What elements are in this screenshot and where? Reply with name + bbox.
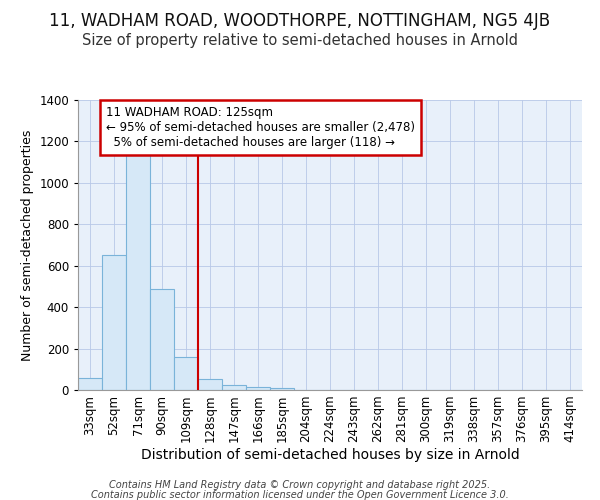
Text: Size of property relative to semi-detached houses in Arnold: Size of property relative to semi-detach…: [82, 32, 518, 48]
Bar: [78, 378, 102, 390]
Bar: [246, 387, 270, 390]
Text: Contains public sector information licensed under the Open Government Licence 3.: Contains public sector information licen…: [91, 490, 509, 500]
Bar: [150, 288, 174, 390]
Bar: [126, 150, 150, 390]
Bar: [102, 256, 126, 390]
Y-axis label: Number of semi-detached properties: Number of semi-detached properties: [20, 130, 34, 360]
Bar: [174, 357, 198, 390]
Text: 11 WADHAM ROAD: 125sqm
← 95% of semi-detached houses are smaller (2,478)
  5% of: 11 WADHAM ROAD: 125sqm ← 95% of semi-det…: [106, 106, 415, 149]
Text: 11, WADHAM ROAD, WOODTHORPE, NOTTINGHAM, NG5 4JB: 11, WADHAM ROAD, WOODTHORPE, NOTTINGHAM,…: [49, 12, 551, 30]
Bar: [270, 388, 294, 390]
Bar: [198, 378, 222, 390]
X-axis label: Distribution of semi-detached houses by size in Arnold: Distribution of semi-detached houses by …: [140, 448, 520, 462]
Text: Contains HM Land Registry data © Crown copyright and database right 2025.: Contains HM Land Registry data © Crown c…: [109, 480, 491, 490]
Bar: [222, 385, 246, 390]
